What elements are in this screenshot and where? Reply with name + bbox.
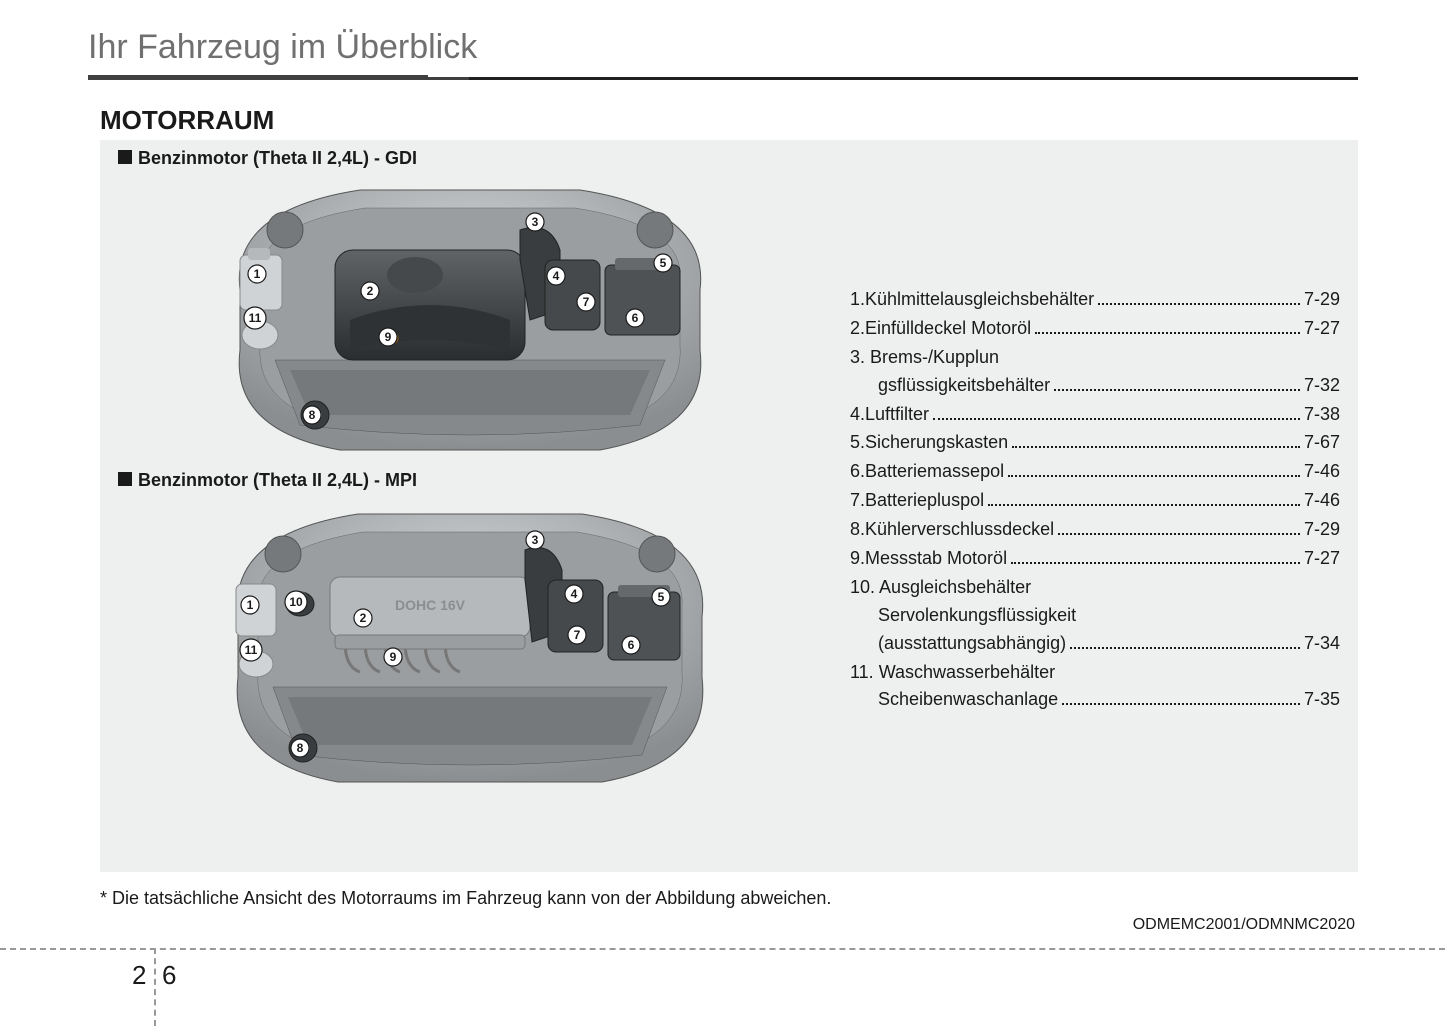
engine-gdi-illustration: 1 2 3 4 5 6 7 8 9 11 <box>200 170 740 470</box>
legend-item: 11. WaschwasserbehälterScheibenwaschanla… <box>850 659 1340 715</box>
legend-list: 1. Kühlmittelausgleichsbehälter 7-292. E… <box>850 286 1340 715</box>
engine-mpi-label: Benzinmotor (Theta II 2,4L) - MPI <box>118 470 417 491</box>
engine-mpi-label-text: Benzinmotor (Theta II 2,4L) - MPI <box>138 470 417 490</box>
legend-item: 6. Batteriemassepol 7-46 <box>850 458 1340 486</box>
callout-number: 2 <box>367 284 374 298</box>
engine-gdi-label-text: Benzinmotor (Theta II 2,4L) - GDI <box>138 148 417 168</box>
legend-dots <box>1008 475 1300 477</box>
legend-text: Luftfilter <box>865 401 929 429</box>
legend-text: Scheibenwaschanlage <box>878 686 1058 714</box>
legend-item: 3. Brems-/Kupplungsflüssigkeitsbehälter … <box>850 344 1340 400</box>
legend-item: 4. Luftfilter 7-38 <box>850 401 1340 429</box>
page-header: Ihr Fahrzeug im Überblick <box>88 28 477 67</box>
legend-dots <box>1012 446 1300 448</box>
image-code: ODMEMC2001/ODMNMC2020 <box>1133 916 1355 934</box>
callout-number: 5 <box>658 590 665 604</box>
legend-item: 1. Kühlmittelausgleichsbehälter 7-29 <box>850 286 1340 314</box>
legend-page: 7-34 <box>1304 630 1340 658</box>
callout-number: 11 <box>245 643 258 657</box>
legend-page: 7-46 <box>1304 487 1340 515</box>
legend-num: 7. <box>850 487 865 515</box>
legend-dots <box>1062 703 1300 705</box>
callout-number: 1 <box>254 267 261 281</box>
legend-page: 7-27 <box>1304 545 1340 573</box>
legend-text: Batteriepluspol <box>865 487 984 515</box>
legend-dots <box>1098 303 1300 305</box>
callout-number: 6 <box>632 311 639 325</box>
legend-page: 7-32 <box>1304 372 1340 400</box>
legend-num: 8. <box>850 516 865 544</box>
callout-number: 7 <box>583 295 590 309</box>
legend-page: 7-46 <box>1304 458 1340 486</box>
callout-number: 2 <box>360 611 367 625</box>
legend-text: Kühlerverschlussdeckel <box>865 516 1054 544</box>
content-box: Benzinmotor (Theta II 2,4L) - GDI <box>100 140 1358 872</box>
callout-number: 9 <box>390 650 397 664</box>
callout-number: 3 <box>532 215 539 229</box>
legend-item: 10. AusgleichsbehälterServolenkungsflüss… <box>850 574 1340 658</box>
legend-item: 7. Batteriepluspol 7-46 <box>850 487 1340 515</box>
bullet-square-icon <box>118 472 132 486</box>
legend-text: 11. Waschwasserbehälter <box>850 659 1340 687</box>
legend-num: 1. <box>850 286 865 314</box>
legend-text: gsflüssigkeitsbehälter <box>878 372 1050 400</box>
legend-dots <box>1070 647 1300 649</box>
legend-page: 7-38 <box>1304 401 1340 429</box>
crop-line-vertical <box>154 948 156 1026</box>
header-divider <box>88 77 1358 80</box>
legend-text: Sicherungskasten <box>865 429 1008 457</box>
callout-number: 3 <box>532 533 539 547</box>
callout-number: 4 <box>571 587 578 601</box>
legend-dots <box>1058 533 1300 535</box>
legend-text: Kühlmittelausgleichsbehälter <box>865 286 1094 314</box>
crop-line-horizontal <box>0 948 1445 950</box>
legend-page: 7-67 <box>1304 429 1340 457</box>
legend-text: Messstab Motoröl <box>865 545 1007 573</box>
callout-number: 1 <box>247 598 254 612</box>
callout-number: 7 <box>574 628 581 642</box>
legend-item: 8. Kühlerverschlussdeckel 7-29 <box>850 516 1340 544</box>
callout-number: 8 <box>297 741 304 755</box>
legend-text: Einfülldeckel Motoröl <box>865 315 1031 343</box>
legend-item: 2. Einfülldeckel Motoröl 7-27 <box>850 315 1340 343</box>
legend-page: 7-29 <box>1304 286 1340 314</box>
callout-number: 6 <box>628 638 635 652</box>
page-number: 6 <box>162 960 176 991</box>
callout-number: 4 <box>553 269 560 283</box>
legend-text: (ausstattungsabhängig) <box>878 630 1066 658</box>
legend-dots <box>1054 389 1300 391</box>
callout-number: 11 <box>249 311 262 325</box>
callout-number: 8 <box>309 408 316 422</box>
legend-num: 5. <box>850 429 865 457</box>
section-title: MOTORRAUM <box>100 105 274 136</box>
engine-mpi-illustration: DOHC 16V 1 2 3 4 5 6 7 8 9 10 11 <box>200 492 740 802</box>
engine-mpi-cover-text: DOHC 16V <box>395 597 466 613</box>
legend-page: 7-29 <box>1304 516 1340 544</box>
legend-num: 9. <box>850 545 865 573</box>
legend-dots <box>1011 562 1300 564</box>
legend-item: 5. Sicherungskasten 7-67 <box>850 429 1340 457</box>
legend-item: 9. Messstab Motoröl 7-27 <box>850 545 1340 573</box>
legend-text: Batteriemassepol <box>865 458 1004 486</box>
legend-num: 4. <box>850 401 865 429</box>
engine-gdi-label: Benzinmotor (Theta II 2,4L) - GDI <box>118 148 417 169</box>
legend-num: 2. <box>850 315 865 343</box>
legend-num: 6. <box>850 458 865 486</box>
footnote: * Die tatsächliche Ansicht des Motorraum… <box>100 888 831 909</box>
page-chapter-number: 2 <box>132 960 146 991</box>
legend-page: 7-35 <box>1304 686 1340 714</box>
legend-text: 3. Brems-/Kupplun <box>850 344 1340 372</box>
legend-dots <box>933 418 1300 420</box>
legend-page: 7-27 <box>1304 315 1340 343</box>
legend-dots <box>988 504 1300 506</box>
legend-dots <box>1035 332 1300 334</box>
callout-number: 10 <box>289 595 303 609</box>
callout-number: 5 <box>660 256 667 270</box>
bullet-square-icon <box>118 150 132 164</box>
legend-text: Servolenkungsflüssigkeit <box>850 602 1340 630</box>
callout-number: 9 <box>385 330 392 344</box>
legend-text: 10. Ausgleichsbehälter <box>850 574 1340 602</box>
